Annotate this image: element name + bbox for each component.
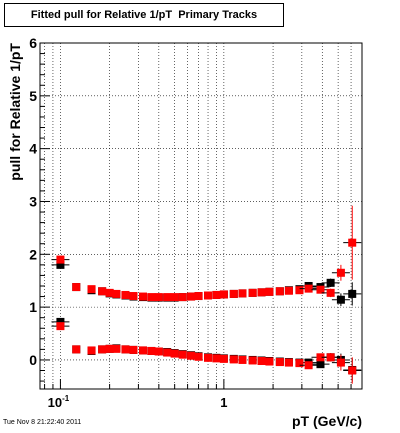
data-point: [121, 290, 130, 299]
data-point: [147, 346, 156, 355]
data-point: [163, 348, 172, 357]
y-tick-label: 0: [29, 352, 37, 368]
data-point: [72, 345, 81, 354]
data-point: [138, 346, 147, 355]
data-point: [336, 268, 345, 277]
data-point: [295, 359, 304, 368]
grid-lines: [40, 42, 362, 389]
data-point: [326, 288, 335, 297]
data-point: [98, 287, 107, 296]
data-point: [56, 317, 65, 326]
data-point: [284, 286, 293, 295]
data-point: [229, 289, 238, 298]
data-point: [56, 322, 65, 331]
data-point: [248, 288, 257, 297]
data-point: [265, 287, 274, 296]
data-point: [204, 353, 213, 362]
data-point: [129, 292, 138, 301]
y-tick-label: 5: [29, 88, 37, 104]
plot-frame: [39, 42, 363, 390]
data-point: [194, 352, 203, 361]
data-point: [72, 283, 81, 292]
data-point: [275, 358, 284, 367]
data-point: [154, 293, 163, 302]
data-point: [336, 358, 345, 367]
data-point: [348, 238, 357, 247]
series-red: [51, 205, 362, 384]
data-point: [316, 285, 325, 294]
data-point: [212, 290, 221, 299]
data-point: [348, 366, 357, 375]
data-point: [163, 293, 172, 302]
data-point: [98, 345, 107, 354]
y-tick-label: 4: [29, 141, 37, 157]
x-tick-label: 1: [220, 395, 227, 410]
data-point: [326, 353, 335, 362]
axes-ticks: [40, 42, 352, 389]
data-point: [87, 285, 96, 294]
x-tick-label: 10-1: [48, 394, 70, 410]
data-point: [336, 295, 345, 304]
data-point: [147, 293, 156, 302]
data-point: [154, 347, 163, 356]
data-point: [326, 278, 335, 287]
data-point: [105, 344, 114, 353]
data-point: [178, 293, 187, 302]
data-point: [121, 345, 130, 354]
data-point: [170, 293, 179, 302]
data-point: [257, 288, 266, 297]
data-point: [138, 292, 147, 301]
timestamp: Tue Nov 8 21:22:40 2011: [3, 419, 82, 426]
y-tick-label: 6: [29, 35, 37, 51]
y-tick-label: 3: [29, 193, 37, 209]
data-point: [105, 288, 114, 297]
plot-area: [40, 43, 362, 389]
data-point: [194, 292, 203, 301]
data-point: [304, 361, 313, 370]
data-point: [212, 354, 221, 363]
data-point: [257, 357, 266, 366]
chart-title: Fitted pull for Relative 1/pT Primary Tr…: [30, 9, 258, 21]
y-tick-label: 1: [29, 299, 37, 315]
data-point: [204, 291, 213, 300]
data-point: [275, 287, 284, 296]
chart-title-box: Fitted pull for Relative 1/pT Primary Tr…: [4, 3, 284, 27]
data-point: [248, 356, 257, 365]
data-point: [316, 353, 325, 362]
data-point: [238, 289, 247, 298]
data-point: [129, 345, 138, 354]
data-point: [238, 355, 247, 364]
x-axis-label: pT (GeV/c): [292, 413, 362, 429]
data-point: [187, 351, 196, 360]
data-point: [56, 255, 65, 264]
data-point: [304, 284, 313, 293]
data-point: [170, 349, 179, 358]
data-point: [229, 355, 238, 364]
data-point: [56, 260, 65, 269]
data-point: [178, 350, 187, 359]
data-point: [112, 289, 121, 298]
data-point: [295, 286, 304, 295]
data-point: [219, 354, 228, 363]
data-point: [316, 360, 325, 369]
x-tick-label-exponent: -1: [62, 394, 70, 403]
data-point: [87, 346, 96, 355]
data-point: [265, 357, 274, 366]
data-point: [348, 289, 357, 298]
data-point: [284, 358, 293, 367]
y-axis-label: pull for Relative 1/pT: [7, 43, 23, 181]
y-tick-label: 2: [29, 246, 37, 262]
data-point: [219, 290, 228, 299]
data-point: [112, 344, 121, 353]
data-point: [187, 292, 196, 301]
